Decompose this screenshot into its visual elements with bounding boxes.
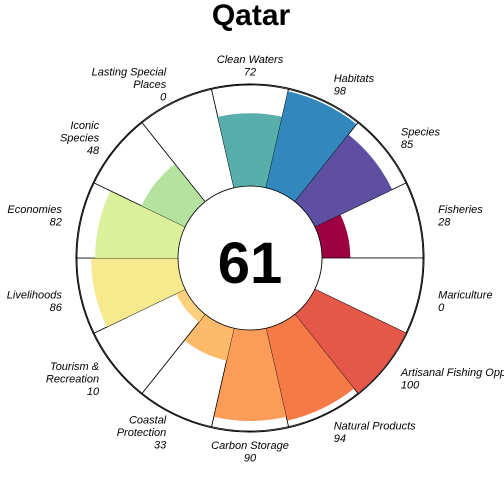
petal-name: Species bbox=[401, 126, 441, 138]
petal-label: Iconic Species 48 bbox=[60, 120, 100, 157]
petal-name: Artisanal Fishing Opportunities bbox=[400, 367, 504, 379]
petal-name: Tourism & bbox=[50, 361, 99, 373]
petal-label: Clean Waters 72 bbox=[217, 54, 284, 79]
petal-score: 28 bbox=[437, 216, 451, 228]
petals-group bbox=[76, 84, 424, 432]
petal-label: Artisanal Fishing Opportunities100 bbox=[400, 367, 504, 392]
petal-score: 10 bbox=[87, 386, 100, 398]
petal-label: Species 85 bbox=[401, 126, 441, 151]
petal-score: 86 bbox=[50, 302, 63, 314]
petal-score: 94 bbox=[334, 433, 346, 445]
petal-bar bbox=[266, 314, 355, 421]
petal-name: Recreation bbox=[46, 373, 99, 385]
petal-label: Habitats 98 bbox=[334, 73, 375, 98]
petal-score: 0 bbox=[160, 92, 167, 104]
outer-ring bbox=[75, 83, 425, 433]
petal-score: 82 bbox=[50, 216, 62, 228]
petal-label: Natural Products 94 bbox=[334, 421, 416, 446]
petal-name: Places bbox=[133, 79, 167, 91]
petal-name: Economies bbox=[7, 204, 62, 216]
petal-score: 72 bbox=[244, 66, 256, 78]
petal-name: Natural Products bbox=[334, 421, 416, 433]
petal-label: Mariculture 0 bbox=[438, 290, 492, 315]
petal-label: Economies 82 bbox=[7, 204, 62, 229]
petal-bar bbox=[314, 214, 351, 258]
petal-label: Lasting Special Places 0 bbox=[92, 67, 167, 104]
petal-bar bbox=[217, 113, 283, 188]
petal-bar bbox=[184, 314, 234, 361]
petal-name: Iconic bbox=[70, 120, 99, 132]
petal-name: Lasting Special bbox=[92, 67, 167, 79]
petal-name: Clean Waters bbox=[217, 54, 284, 66]
petal-score: 33 bbox=[154, 439, 167, 451]
petal-bar bbox=[294, 134, 393, 227]
petal-bar bbox=[95, 190, 186, 258]
petal-bar bbox=[213, 328, 287, 421]
center-score: 61 bbox=[218, 231, 283, 296]
petal-score: 98 bbox=[334, 85, 347, 97]
petal-bar bbox=[266, 91, 357, 202]
petal-score: 100 bbox=[401, 380, 420, 392]
center-circle bbox=[177, 185, 323, 331]
petal-name: Carbon Storage bbox=[211, 440, 289, 452]
petal-score: 0 bbox=[438, 302, 445, 314]
petal-label: Coastal Protection 33 bbox=[117, 414, 167, 451]
petal-name: Livelihoods bbox=[7, 290, 63, 302]
petal-score: 48 bbox=[87, 145, 100, 157]
petal-bar bbox=[294, 289, 406, 394]
petal-label: Livelihoods 86 bbox=[7, 290, 63, 315]
petal-bar bbox=[141, 163, 206, 227]
petal-label: Fisheries 28 bbox=[437, 204, 483, 229]
petal-label: Carbon Storage 90 bbox=[211, 440, 289, 465]
petal-name: Mariculture bbox=[438, 290, 492, 302]
petal-label: Tourism & Recreation 10 bbox=[46, 361, 100, 398]
petal-name: Species bbox=[60, 133, 100, 145]
petal-name: Fisheries bbox=[438, 204, 483, 216]
petal-bar bbox=[91, 258, 186, 327]
petal-name: Habitats bbox=[334, 73, 375, 85]
petal-name: Coastal bbox=[129, 414, 167, 426]
petal-score: 85 bbox=[401, 139, 414, 151]
petal-name: Protection bbox=[117, 427, 167, 439]
chart-title: Qatar bbox=[212, 0, 291, 32]
petal-bar bbox=[176, 289, 206, 323]
petal-score: 90 bbox=[244, 452, 257, 464]
